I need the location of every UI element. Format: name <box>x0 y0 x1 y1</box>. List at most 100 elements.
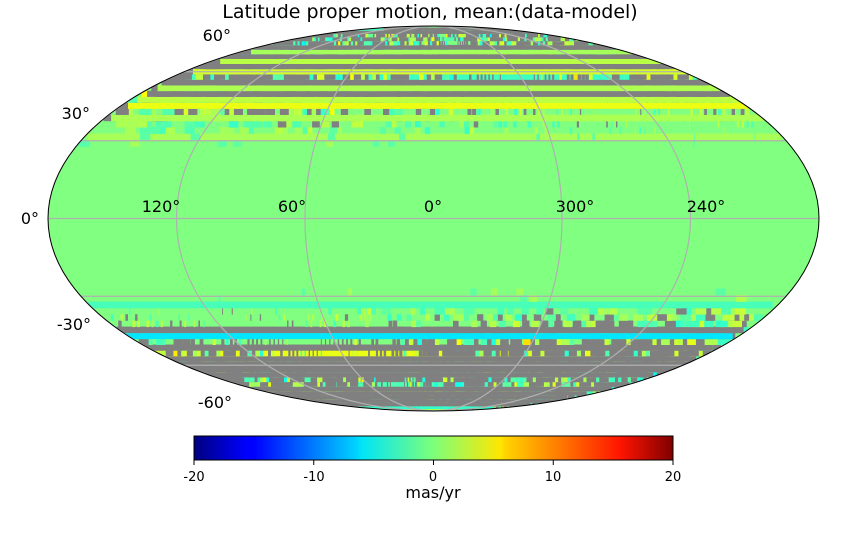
map-pixel <box>581 376 597 383</box>
map-area <box>47 25 820 412</box>
map-pixel <box>655 74 662 80</box>
map-pixel <box>499 74 501 80</box>
map-pixel <box>424 127 431 134</box>
map-pixel <box>514 108 518 115</box>
map-pixel <box>470 40 473 46</box>
map-pixel <box>326 74 336 80</box>
map-pixel <box>541 133 545 141</box>
map-pixel <box>217 140 227 147</box>
map-pixel <box>646 320 657 328</box>
map-pixel <box>457 376 464 383</box>
map-pixel <box>292 120 301 128</box>
map-pixel <box>637 320 648 328</box>
map-pixel <box>621 350 634 357</box>
map-pixel <box>715 320 728 328</box>
map-pixel <box>288 74 299 80</box>
map-pixel <box>498 120 503 128</box>
map-pixel <box>428 33 432 38</box>
map-pixel <box>421 338 427 345</box>
map-pixel <box>654 127 656 134</box>
map-pixel <box>464 127 470 134</box>
longitude-label-300: 300° <box>556 197 595 216</box>
map-pixel <box>520 295 528 302</box>
map-pixel <box>544 127 548 134</box>
map-pixel <box>581 74 585 80</box>
map-pixel <box>231 350 236 357</box>
map-pixel <box>579 108 582 115</box>
map-pixel <box>348 381 353 387</box>
map-pixel <box>692 140 695 147</box>
map-pixel <box>459 36 463 42</box>
map-pixel <box>658 74 666 80</box>
map-pixel <box>506 36 516 42</box>
map-pixel <box>222 376 234 383</box>
map-pixel <box>390 120 397 128</box>
map-pixel <box>422 350 427 357</box>
map-pixel <box>434 381 438 387</box>
map-pixel <box>300 350 303 357</box>
map-pixel <box>471 320 478 328</box>
map-pixel <box>128 102 748 109</box>
map-pixel <box>188 314 190 321</box>
map-pixel <box>589 307 598 315</box>
map-pixel <box>186 350 193 357</box>
map-pixel <box>139 108 152 115</box>
map-pixel <box>320 338 322 345</box>
map-pixel <box>364 108 371 115</box>
map-pixel <box>419 74 424 80</box>
map-pixel <box>582 320 591 328</box>
map-pixel <box>160 338 166 345</box>
map-pixel <box>448 108 454 115</box>
map-pixel <box>436 381 441 387</box>
map-pixel <box>592 74 597 80</box>
map-pixel <box>439 307 445 315</box>
map-pixel <box>577 320 587 328</box>
map-pixel <box>469 36 473 42</box>
map-pixel <box>430 350 435 357</box>
map-pixel <box>247 338 250 345</box>
map-pixel <box>184 120 196 128</box>
map-pixel <box>391 350 395 357</box>
map-pixel <box>304 127 313 134</box>
map-pixel <box>137 320 141 328</box>
map-pixel <box>591 320 601 328</box>
map-pixel <box>200 108 212 115</box>
map-pixel <box>301 381 310 387</box>
map-pixel <box>293 108 303 115</box>
map-pixel <box>442 74 446 80</box>
map-pixel <box>457 350 464 357</box>
map-pixel <box>547 350 557 357</box>
map-pixel <box>474 40 478 46</box>
map-pixel <box>280 74 292 80</box>
map-pixel <box>664 320 676 328</box>
map-pixel <box>410 307 416 315</box>
map-pixel <box>437 376 441 383</box>
map-pixel <box>431 36 435 42</box>
map-pixel <box>124 127 137 134</box>
map-pixel <box>611 338 622 345</box>
map-pixel <box>520 350 529 357</box>
map-pixel <box>345 376 349 383</box>
map-pixel <box>259 314 262 321</box>
map-pixel <box>339 381 345 387</box>
map-pixel <box>570 74 574 80</box>
map-pixel <box>450 36 452 42</box>
map-pixel <box>335 314 339 321</box>
map-pixel <box>472 33 479 38</box>
map-pixel <box>190 133 201 141</box>
map-pixel <box>441 40 443 46</box>
map-outline <box>47 25 820 412</box>
map-pixel <box>463 40 466 46</box>
map-pixel <box>460 376 467 383</box>
map-pixel <box>135 314 138 321</box>
map-pixel <box>162 350 170 357</box>
map-pixel <box>522 320 530 328</box>
map-pixel <box>713 108 717 115</box>
map-pixel <box>484 74 487 80</box>
map-pixel <box>193 320 196 328</box>
map-pixel <box>560 338 570 345</box>
map-pixel <box>189 366 666 373</box>
map-pixel <box>662 74 670 80</box>
map-pixel <box>585 314 595 321</box>
map-pixel <box>388 74 395 80</box>
